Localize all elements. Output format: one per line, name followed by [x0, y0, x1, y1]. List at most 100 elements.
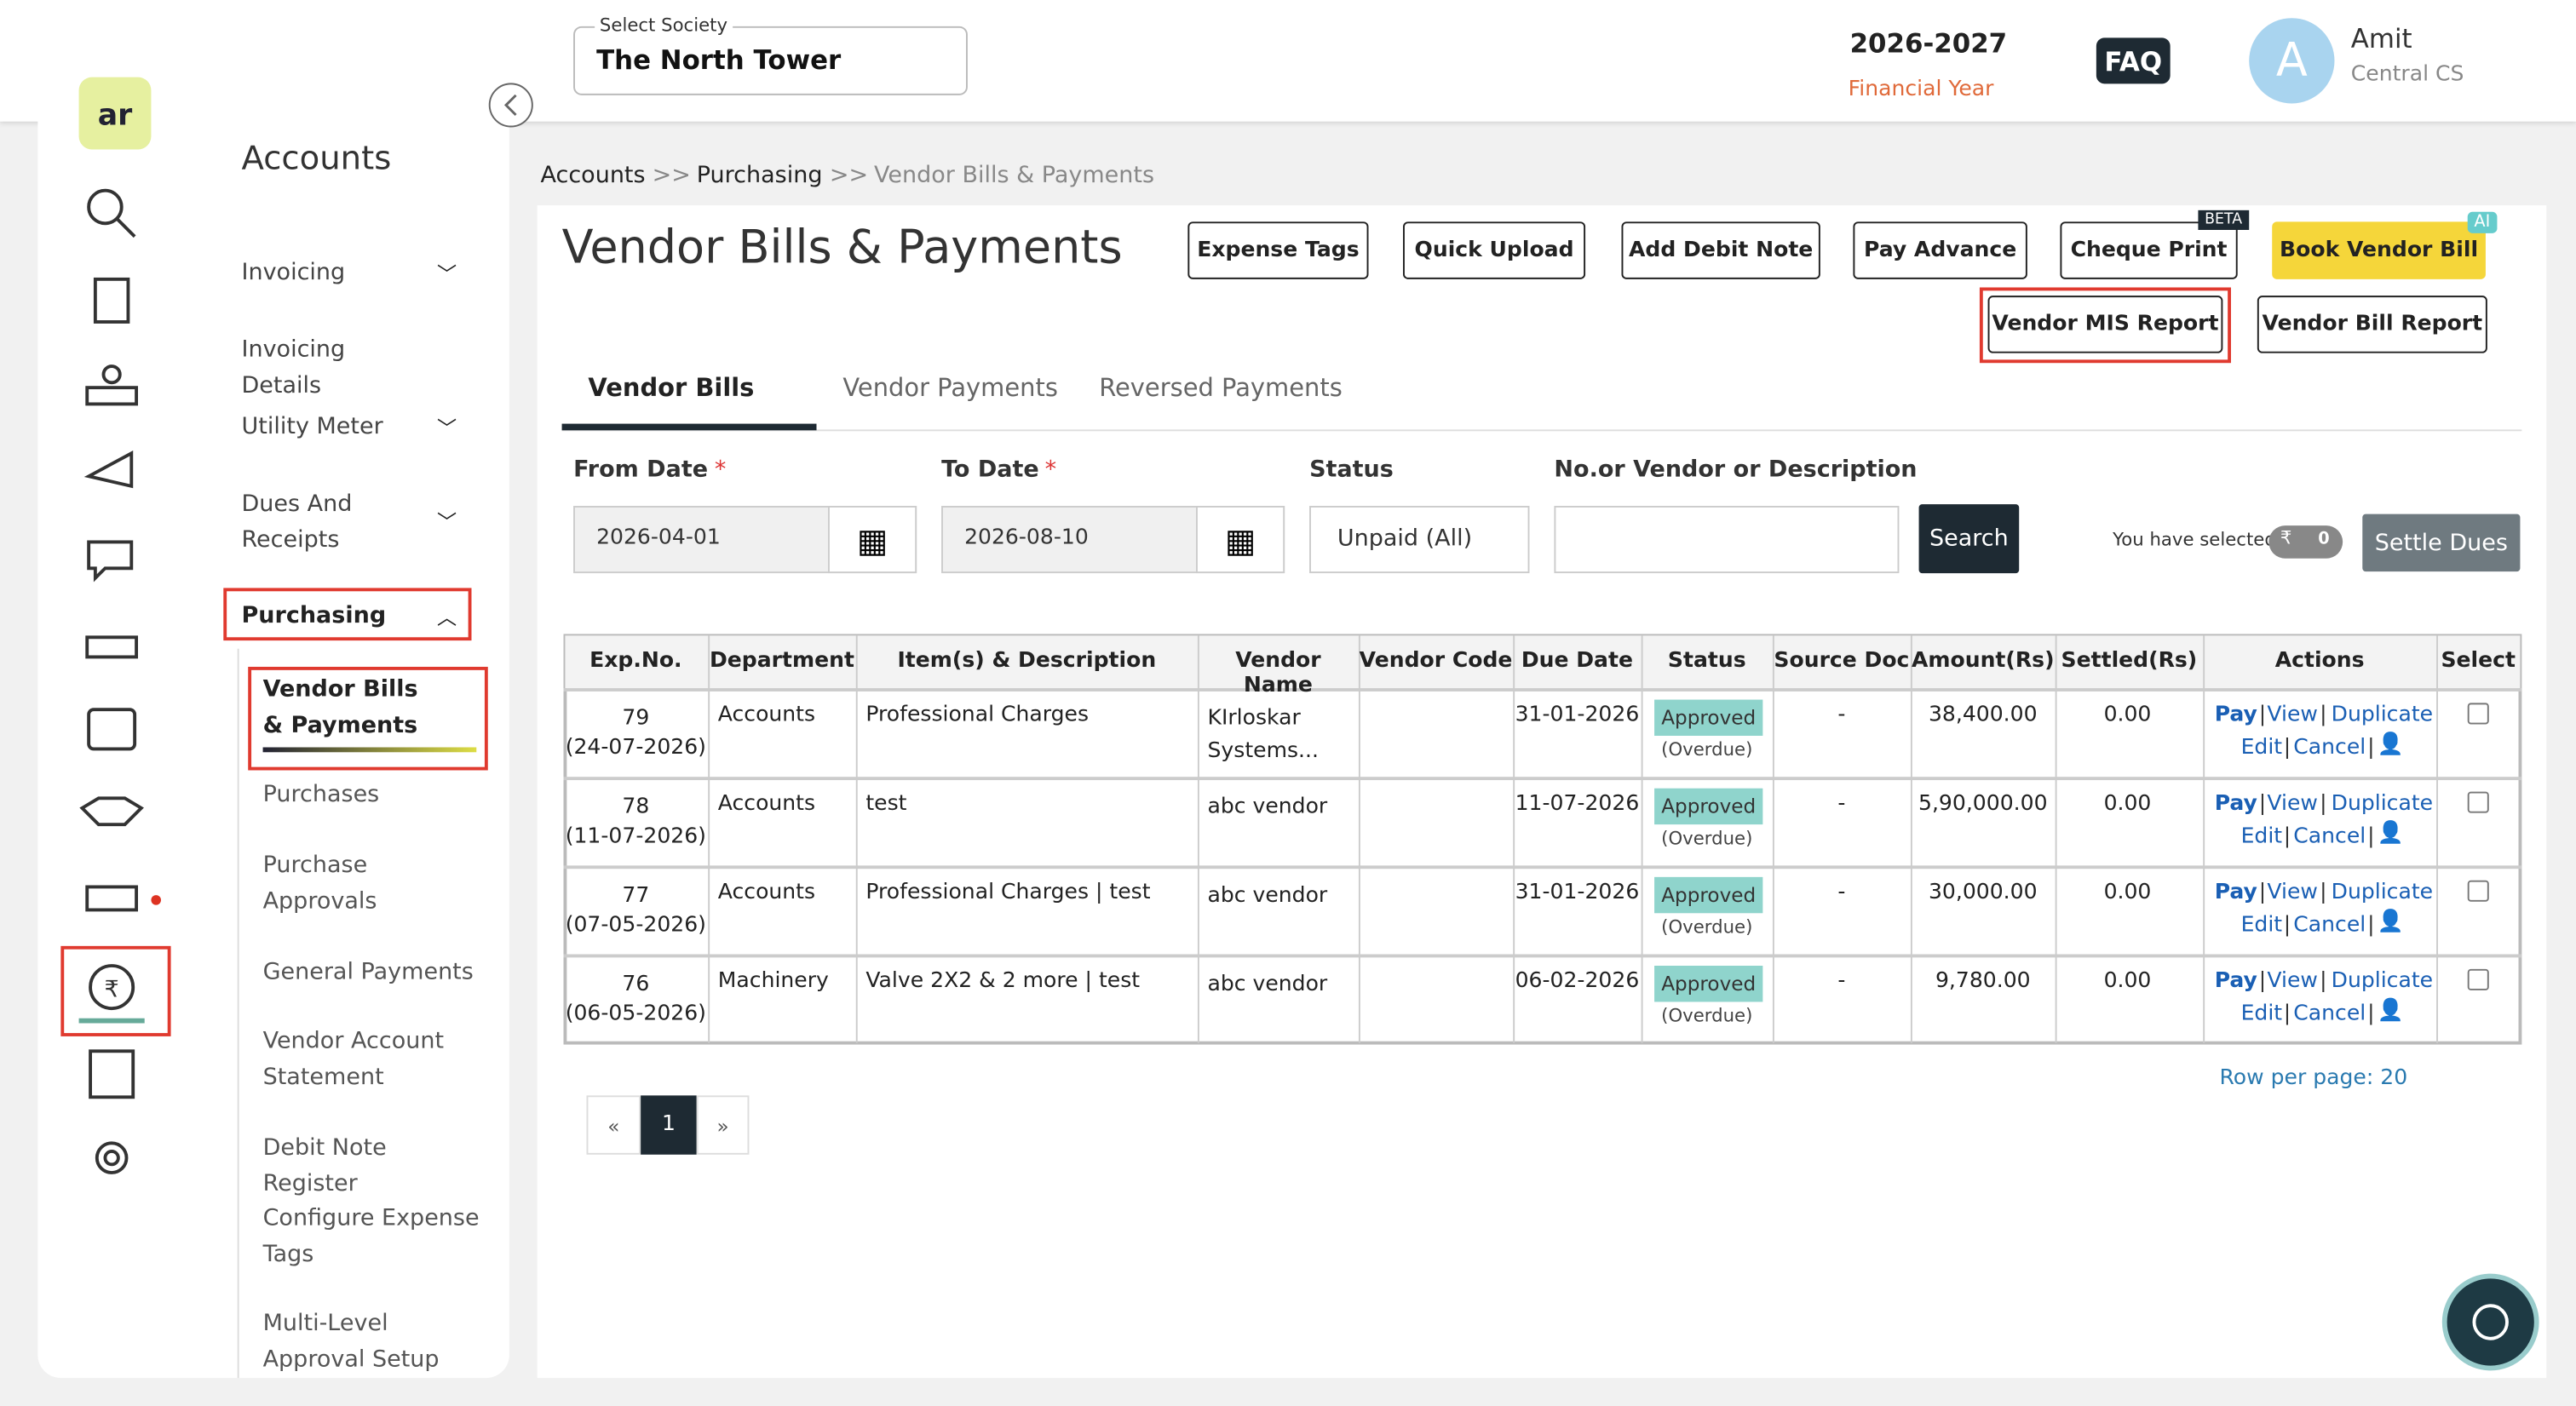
cell: Professional Charges	[865, 703, 1090, 728]
action-link[interactable]: Duplicate	[2331, 968, 2434, 994]
action-sep: |	[2320, 968, 2327, 994]
action-link[interactable]: Pay	[2214, 968, 2257, 994]
sidebar-subitem-link[interactable]: Purchase Approvals	[262, 852, 377, 915]
sidebar-item-link[interactable]: Purchasing	[241, 602, 387, 629]
user-icon: 👤	[2377, 821, 2404, 846]
action-sep: |	[2283, 1001, 2291, 1027]
page-link[interactable]: 1	[641, 1095, 697, 1155]
action-link[interactable]: Edit	[2240, 735, 2283, 760]
chevron: ﹀	[436, 416, 457, 440]
column-header: Amount(Rs)	[1911, 648, 2055, 674]
action-btn[interactable]: Vendor MIS Report	[1987, 296, 2223, 353]
col-line	[2203, 635, 2205, 1043]
column-header: Actions	[2274, 648, 2365, 674]
column-header: Settled(Rs)	[2061, 648, 2198, 674]
action-link[interactable]: Edit	[2240, 1001, 2283, 1027]
sidebar-subitem-link[interactable]: General Payments	[262, 959, 474, 986]
society-label: Select Society	[595, 14, 733, 37]
col-line	[1641, 635, 1643, 1043]
cell: (07-05-2026)	[565, 913, 706, 938]
action-link[interactable]: Cancel	[2293, 735, 2366, 760]
action-sep: |	[2258, 791, 2267, 817]
action-link[interactable]: View	[2267, 703, 2318, 728]
sidebar-subitem-link[interactable]: Vendor Account Statement	[262, 1028, 445, 1091]
cell: 31-01-2026	[1515, 880, 1640, 905]
col-line	[1910, 635, 1912, 1043]
year-link[interactable]: 2026-2027	[1849, 27, 2008, 60]
status-badge: Approved	[1654, 965, 1763, 1002]
status-input[interactable]	[1309, 505, 1530, 574]
action-link[interactable]: Pay	[2214, 703, 2257, 728]
row-line	[563, 954, 2522, 958]
action-link[interactable]: Duplicate	[2331, 703, 2434, 728]
action-btn[interactable]: Add Debit Note	[1621, 221, 1820, 279]
action-link[interactable]: Duplicate	[2331, 880, 2434, 905]
page-prev-link[interactable]: «	[586, 1095, 641, 1155]
action-link[interactable]: Cancel	[2293, 913, 2366, 938]
nav-icons	[79, 188, 144, 1174]
col-line	[2055, 635, 2057, 1043]
action-btn[interactable]: Pay Advance	[1853, 221, 2027, 279]
tab-link[interactable]: Vendor Bills	[588, 372, 755, 403]
calendar-btn[interactable]: ▦	[1195, 505, 1285, 574]
date-value: 2026-04-01	[596, 525, 721, 551]
page-next-link[interactable]: »	[696, 1095, 750, 1155]
breadcrumb-link[interactable]: Accounts	[540, 162, 646, 189]
filter-label: From Date	[573, 456, 709, 483]
sidebar-subitem-link[interactable]: Multi-Level Approval Setup	[262, 1310, 440, 1374]
filter-label: Status	[1309, 456, 1394, 483]
action-btn[interactable]: Vendor Bill Report	[2257, 296, 2487, 353]
select-checkbox-input[interactable]	[2467, 703, 2489, 725]
action-link[interactable]: Pay	[2214, 880, 2257, 905]
cell: -	[1837, 791, 1846, 817]
select-checkbox-input[interactable]	[2467, 968, 2489, 990]
calendar-btn[interactable]: ▦	[827, 505, 917, 574]
action-btn[interactable]: Expense Tags	[1187, 221, 1369, 279]
sidebar-subitem-link[interactable]: Purchases	[262, 781, 380, 808]
action-sep: |	[2258, 703, 2267, 728]
tab-link[interactable]: Vendor Payments	[842, 372, 1058, 403]
sidebar-item-link[interactable]: Utility Meter	[241, 413, 383, 440]
action-link[interactable]: Pay	[2214, 791, 2257, 817]
breadcrumb-link[interactable]: Purchasing	[696, 162, 823, 189]
action-link[interactable]: Cancel	[2293, 824, 2366, 850]
sidebar-subitem-link[interactable]: Debit Note Register	[262, 1134, 387, 1197]
cell: 78	[622, 795, 650, 820]
action-btn[interactable]: Cheque Print	[2060, 221, 2238, 279]
action-link[interactable]: View	[2267, 968, 2318, 994]
action-link[interactable]: Cancel	[2293, 1001, 2366, 1027]
cell: abc vendor	[1207, 795, 1328, 820]
faq-link[interactable]: FAQ	[2096, 37, 2171, 84]
society-box-input[interactable]	[573, 26, 968, 95]
action-sep: |	[2367, 1001, 2375, 1027]
action-btn[interactable]: Quick Upload	[1402, 221, 1586, 279]
search-input[interactable]	[1554, 505, 1900, 574]
select-checkbox-input[interactable]	[2467, 880, 2489, 902]
sidebar-item-link[interactable]: Invoicing	[241, 259, 346, 286]
select-checkbox-input[interactable]	[2467, 791, 2489, 813]
cell: 0.00	[2103, 968, 2152, 994]
tab-link[interactable]: Reversed Payments	[1099, 372, 1343, 403]
breadcrumb-sep: >>	[652, 162, 691, 189]
action-link[interactable]: Edit	[2240, 913, 2283, 938]
sidebar-subitem-link[interactable]: Vendor Bills & Payments	[262, 676, 418, 739]
required-mark: *	[1044, 456, 1057, 483]
sidebar-item-link[interactable]: Dues And Receipts	[241, 491, 353, 554]
action-link[interactable]: Duplicate	[2331, 791, 2434, 817]
action-link[interactable]: Edit	[2240, 824, 2283, 850]
status-badge: Approved	[1654, 699, 1763, 736]
user-role: Central CS	[2350, 62, 2464, 88]
avatar: A	[2275, 32, 2308, 88]
rows-per-page-link[interactable]: Row per page: 20	[2219, 1065, 2408, 1091]
chevron: ﹀	[436, 262, 457, 286]
cell: 0.00	[2103, 703, 2152, 728]
action-link[interactable]: View	[2267, 880, 2318, 905]
col-line	[2436, 635, 2438, 1043]
action-btn[interactable]: Book Vendor Bill	[2272, 221, 2486, 279]
settle-btn[interactable]: Settle Dues	[2362, 514, 2521, 572]
sidebar-item-link[interactable]: Invoicing Details	[241, 336, 346, 399]
search-btn[interactable]: Search	[1918, 504, 2020, 574]
sidebar-subitem-link[interactable]: Configure Expense Tags	[262, 1205, 480, 1268]
action-link[interactable]: View	[2267, 791, 2318, 817]
breadcrumb-link[interactable]: Vendor Bills & Payments	[873, 162, 1155, 189]
